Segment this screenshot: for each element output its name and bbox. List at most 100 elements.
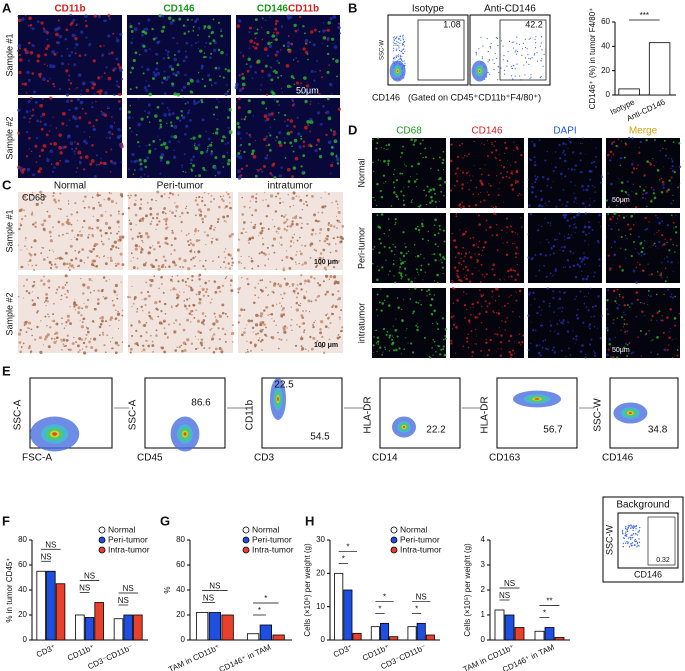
speckle [462, 260, 465, 263]
speckle [407, 342, 409, 344]
speckle [136, 235, 140, 238]
speckle [259, 279, 262, 282]
speckle [221, 327, 225, 331]
speckle [553, 352, 555, 354]
speckle [203, 56, 206, 59]
speckle [140, 203, 143, 206]
speckle [259, 222, 263, 225]
speckle [544, 202, 547, 204]
speckle [589, 197, 591, 199]
speckle [225, 84, 228, 86]
speckle [538, 269, 541, 272]
inset-title: Background [616, 500, 669, 511]
speckle [300, 165, 303, 168]
speckle [470, 313, 472, 316]
speckle [109, 341, 112, 343]
speckle [313, 28, 317, 32]
speckle [266, 117, 270, 121]
event [488, 58, 490, 61]
speckle [19, 169, 22, 172]
speckle [292, 204, 295, 207]
speckle [300, 226, 303, 229]
speckle [52, 302, 55, 305]
speckle [655, 214, 657, 217]
speckle [495, 234, 499, 237]
speckle [181, 115, 186, 120]
speckle [314, 70, 317, 73]
speckle [286, 225, 289, 228]
speckle [558, 290, 561, 293]
speckle [677, 186, 679, 189]
speckle [137, 122, 141, 127]
speckle [280, 214, 283, 217]
speckle [635, 266, 638, 269]
speckle [57, 286, 61, 289]
speckle [398, 271, 401, 274]
speckle [275, 324, 277, 326]
speckle [419, 142, 422, 145]
speckle [540, 225, 543, 228]
speckle [30, 213, 34, 216]
speckle [491, 205, 493, 207]
speckle [194, 19, 198, 24]
speckle [226, 329, 228, 331]
speckle [237, 176, 242, 180]
speckle [318, 141, 320, 144]
event [630, 524, 632, 526]
speckle [376, 336, 380, 339]
speckle [426, 295, 428, 297]
speckle [60, 340, 62, 342]
speckle [330, 152, 334, 156]
speckle [82, 283, 86, 287]
speckle [53, 198, 57, 202]
speckle [599, 336, 603, 340]
speckle [211, 335, 214, 337]
speckle [175, 136, 178, 139]
speckle [26, 50, 30, 54]
event [397, 56, 399, 58]
event [496, 37, 498, 39]
speckle [618, 177, 620, 179]
speckle [147, 251, 151, 255]
speckle [397, 306, 401, 309]
event [625, 535, 628, 537]
speckle [243, 266, 246, 269]
speckle [111, 244, 115, 248]
speckle [313, 213, 316, 217]
speckle [55, 291, 58, 295]
speckle [454, 256, 457, 259]
speckle [385, 259, 387, 261]
speckle [296, 239, 299, 242]
speckle [225, 53, 228, 56]
speckle [407, 278, 410, 281]
speckle [160, 29, 164, 33]
speckle [635, 281, 638, 284]
speckle [226, 214, 230, 218]
speckle [110, 192, 112, 195]
speckle [295, 254, 297, 256]
speckle [307, 123, 309, 126]
speckle [464, 252, 468, 255]
speckle [573, 224, 575, 226]
speckle [585, 277, 588, 281]
speckle [492, 206, 495, 209]
event [513, 41, 515, 43]
speckle [158, 245, 161, 248]
speckle [191, 19, 193, 21]
speckle [146, 67, 150, 72]
speckle [504, 141, 507, 144]
speckle [108, 17, 112, 20]
speckle [91, 263, 93, 265]
speckle [209, 301, 212, 304]
speckle [583, 256, 587, 259]
speckle [201, 199, 204, 203]
speckle [200, 338, 204, 342]
speckle [285, 255, 289, 259]
speckle [438, 253, 442, 256]
speckle [322, 248, 326, 252]
speckle [302, 154, 306, 158]
row-label: Sample #2 [4, 116, 14, 159]
speckle [388, 336, 391, 339]
speckle [265, 326, 267, 329]
speckle [111, 337, 114, 339]
